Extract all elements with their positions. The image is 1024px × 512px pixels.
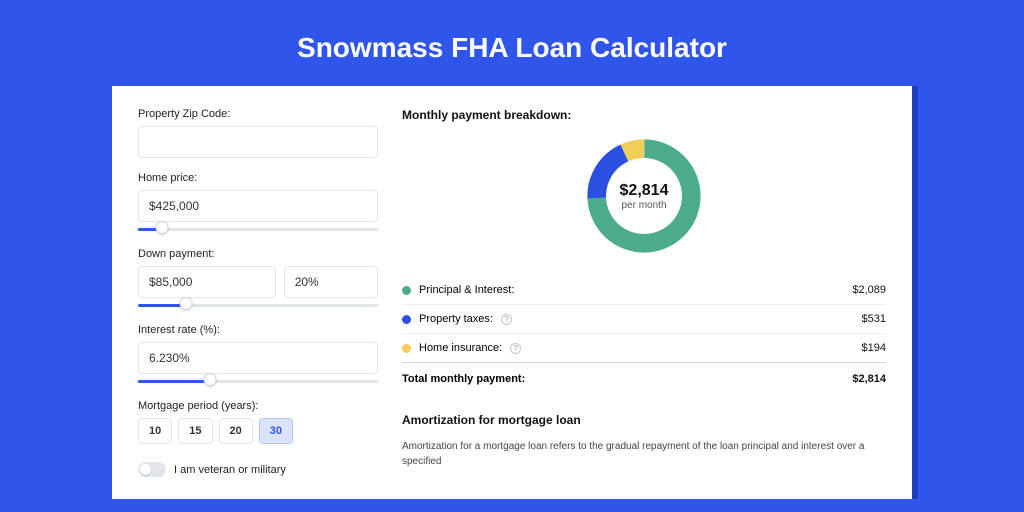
home-price-slider[interactable] <box>138 224 378 234</box>
page-title: Snowmass FHA Loan Calculator <box>0 0 1024 86</box>
total-label: Total monthly payment: <box>402 373 525 385</box>
donut-chart-area: $2,814 per month <box>402 134 886 258</box>
down-payment-field: Down payment: <box>138 248 378 310</box>
donut-sub: per month <box>621 200 666 211</box>
legend-dot <box>402 286 411 295</box>
calculator-panel: Property Zip Code: Home price: Down paym… <box>112 86 912 499</box>
zip-input[interactable] <box>138 126 378 158</box>
home-price-input[interactable] <box>138 190 378 222</box>
breakdown-value: $2,089 <box>852 284 886 296</box>
down-payment-amount-input[interactable] <box>138 266 276 298</box>
info-icon[interactable]: ? <box>510 343 521 354</box>
veteran-toggle-row: I am veteran or military <box>138 462 378 477</box>
breakdown-value: $531 <box>862 313 886 325</box>
breakdown-row: Property taxes:? $531 <box>402 305 886 334</box>
amortization-title: Amortization for mortgage loan <box>402 413 886 427</box>
veteran-toggle[interactable] <box>138 462 166 477</box>
down-payment-pct-input[interactable] <box>284 266 378 298</box>
mortgage-period-options: 1015 2030 <box>138 418 378 444</box>
breakdown-label: Principal & Interest: <box>419 284 514 296</box>
breakdown-row: Home insurance:? $194 <box>402 334 886 363</box>
total-row: Total monthly payment: $2,814 <box>402 363 886 393</box>
mortgage-period-label: Mortgage period (years): <box>138 400 378 412</box>
donut-chart: $2,814 per month <box>582 134 706 258</box>
mortgage-period-option-15[interactable]: 15 <box>178 418 212 444</box>
donut-center: $2,814 per month <box>606 158 682 234</box>
info-icon[interactable]: ? <box>501 314 512 325</box>
breakdown-row: Principal & Interest: $2,089 <box>402 276 886 305</box>
mortgage-period-option-20[interactable]: 20 <box>219 418 253 444</box>
home-price-label: Home price: <box>138 172 378 184</box>
breakdown-label: Property taxes: <box>419 313 493 325</box>
breakdown-title: Monthly payment breakdown: <box>402 108 886 122</box>
mortgage-period-field: Mortgage period (years): 1015 2030 <box>138 400 378 444</box>
interest-rate-field: Interest rate (%): <box>138 324 378 386</box>
zip-field: Property Zip Code: <box>138 108 378 158</box>
mortgage-period-option-30[interactable]: 30 <box>259 418 293 444</box>
total-value: $2,814 <box>852 373 886 385</box>
donut-amount: $2,814 <box>620 182 669 200</box>
toggle-knob <box>140 464 151 475</box>
down-payment-slider[interactable] <box>138 300 378 310</box>
input-column: Property Zip Code: Home price: Down paym… <box>138 108 378 477</box>
breakdown-label: Home insurance: <box>419 342 502 354</box>
zip-label: Property Zip Code: <box>138 108 378 120</box>
legend-dot <box>402 344 411 353</box>
home-price-field: Home price: <box>138 172 378 234</box>
interest-rate-slider[interactable] <box>138 376 378 386</box>
breakdown-value: $194 <box>862 342 886 354</box>
down-payment-label: Down payment: <box>138 248 378 260</box>
interest-rate-label: Interest rate (%): <box>138 324 378 336</box>
veteran-label: I am veteran or military <box>174 464 286 476</box>
amortization-block: Amortization for mortgage loan Amortizat… <box>402 413 886 469</box>
breakdown-column: Monthly payment breakdown: $2,814 per mo… <box>402 108 886 477</box>
mortgage-period-option-10[interactable]: 10 <box>138 418 172 444</box>
legend-dot <box>402 315 411 324</box>
interest-rate-input[interactable] <box>138 342 378 374</box>
amortization-text: Amortization for a mortgage loan refers … <box>402 439 886 469</box>
